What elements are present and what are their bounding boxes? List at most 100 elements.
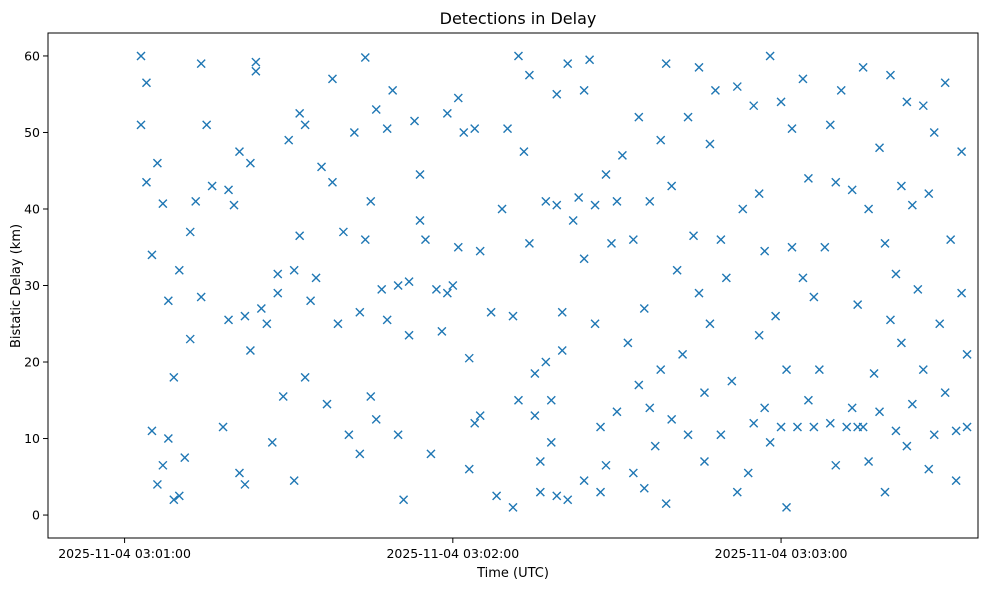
data-point xyxy=(661,499,671,509)
data-point xyxy=(431,284,441,294)
data-point xyxy=(803,395,813,405)
data-point xyxy=(574,193,584,203)
data-point xyxy=(579,85,589,95)
data-point xyxy=(382,124,392,134)
data-point xyxy=(787,242,797,252)
data-point xyxy=(174,491,184,501)
data-point xyxy=(147,426,157,436)
data-point xyxy=(705,319,715,329)
data-point xyxy=(612,196,622,206)
data-point xyxy=(322,399,332,409)
data-point xyxy=(338,227,348,237)
data-point xyxy=(524,70,534,80)
data-point xyxy=(464,353,474,363)
x-tick-label: 2025-11-04 03:01:00 xyxy=(58,546,191,561)
data-point xyxy=(158,460,168,470)
data-point xyxy=(289,265,299,275)
data-point xyxy=(754,189,764,199)
data-point xyxy=(634,380,644,390)
data-point xyxy=(552,200,562,210)
data-point xyxy=(705,139,715,149)
data-point xyxy=(864,456,874,466)
data-point xyxy=(809,292,819,302)
data-point xyxy=(656,135,666,145)
data-point xyxy=(787,124,797,134)
data-point xyxy=(847,403,857,413)
data-point xyxy=(541,357,551,367)
data-point xyxy=(754,330,764,340)
data-point xyxy=(453,93,463,103)
data-point xyxy=(760,246,770,256)
data-point xyxy=(628,468,638,478)
data-point xyxy=(163,296,173,306)
data-point xyxy=(327,177,337,187)
data-point xyxy=(311,273,321,283)
data-point xyxy=(371,414,381,424)
data-point xyxy=(749,418,759,428)
data-point xyxy=(694,62,704,72)
data-point xyxy=(174,265,184,275)
data-point xyxy=(497,204,507,214)
data-point xyxy=(683,430,693,440)
data-point xyxy=(645,196,655,206)
data-point xyxy=(470,418,480,428)
data-point xyxy=(459,127,469,137)
data-point xyxy=(585,55,595,65)
data-point xyxy=(158,199,168,209)
data-point xyxy=(628,235,638,245)
data-point xyxy=(831,177,841,187)
data-point xyxy=(721,273,731,283)
data-point xyxy=(639,303,649,313)
data-point xyxy=(327,74,337,84)
data-point xyxy=(404,277,414,287)
data-point xyxy=(891,426,901,436)
data-point xyxy=(152,479,162,489)
data-point xyxy=(366,391,376,401)
x-tick-label: 2025-11-04 03:03:00 xyxy=(715,546,848,561)
data-point xyxy=(896,338,906,348)
y-tick-label: 50 xyxy=(24,125,40,140)
data-point xyxy=(295,108,305,118)
data-point xyxy=(245,346,255,356)
data-point xyxy=(508,311,518,321)
data-point xyxy=(541,196,551,206)
data-point xyxy=(180,453,190,463)
data-point xyxy=(820,242,830,252)
data-point xyxy=(869,368,879,378)
data-point xyxy=(535,487,545,497)
data-point xyxy=(524,238,534,248)
data-point xyxy=(207,181,217,191)
data-point xyxy=(612,407,622,417)
data-point xyxy=(885,315,895,325)
data-point xyxy=(716,430,726,440)
data-point xyxy=(557,346,567,356)
data-point xyxy=(535,456,545,466)
data-point xyxy=(579,476,589,486)
data-point xyxy=(519,147,529,157)
data-point xyxy=(333,319,343,329)
data-point xyxy=(273,269,283,279)
data-point xyxy=(596,487,606,497)
data-point xyxy=(782,365,792,375)
data-point xyxy=(218,422,228,432)
data-point xyxy=(563,59,573,69)
data-point xyxy=(694,288,704,298)
data-point xyxy=(782,502,792,512)
data-point xyxy=(875,143,885,153)
data-point xyxy=(552,491,562,501)
data-point xyxy=(234,147,244,157)
y-tick-label: 10 xyxy=(24,431,40,446)
data-point xyxy=(475,411,485,421)
data-point xyxy=(836,85,846,95)
data-point xyxy=(858,422,868,432)
data-point xyxy=(453,242,463,252)
data-point xyxy=(552,89,562,99)
data-point xyxy=(191,196,201,206)
data-point xyxy=(924,464,934,474)
data-point xyxy=(256,303,266,313)
data-point xyxy=(913,284,923,294)
data-point xyxy=(732,487,742,497)
data-point xyxy=(163,434,173,444)
data-point xyxy=(645,403,655,413)
chart-title: Detections in Delay xyxy=(440,9,597,28)
